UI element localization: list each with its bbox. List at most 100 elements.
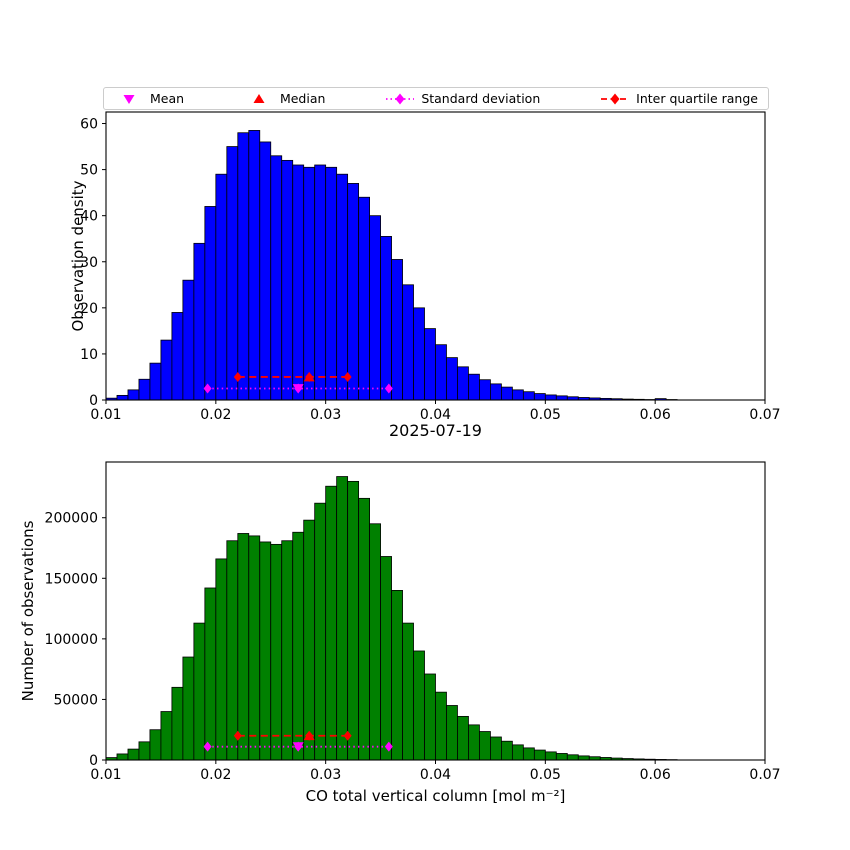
histogram-bar [215, 173, 228, 401]
histogram-bar [544, 751, 557, 761]
histogram-bar [347, 480, 360, 761]
histogram-bar [325, 485, 338, 761]
iqr-left-diamond-icon [233, 371, 242, 382]
histogram-bar [116, 753, 129, 761]
histogram-bar [237, 132, 250, 401]
y-tick-label: 0 [89, 753, 98, 769]
y-tick-label: 50000 [53, 692, 98, 708]
histogram-bar [292, 531, 305, 761]
std-left-diamond-icon [203, 383, 212, 394]
y-tick-label: 60 [80, 117, 98, 133]
triangle-down-icon [114, 92, 144, 106]
diamond-icon [386, 93, 415, 104]
legend-item: Standard deviation [385, 91, 540, 106]
x-axis-label: CO total vertical column [mol m⁻²] [305, 787, 566, 805]
histogram-bar [138, 378, 151, 401]
x-tick-label: 0.07 [749, 767, 780, 783]
legend-label: Median [279, 91, 326, 106]
histogram-bar [566, 754, 579, 761]
histogram-bar [555, 753, 568, 761]
histogram-bar [281, 159, 294, 401]
x-tick-label: 0.04 [420, 767, 451, 783]
y-tick-label: 20 [80, 301, 98, 317]
histogram-bar [336, 476, 349, 761]
x-tick-label: 0.03 [310, 407, 341, 423]
histogram-bar [336, 173, 349, 401]
histogram-bar [413, 650, 425, 761]
iqr-right-diamond-icon [343, 371, 352, 382]
histogram-bar [303, 519, 316, 761]
histogram-bar [500, 740, 513, 761]
histogram-bar [303, 166, 316, 401]
histogram-bar [577, 755, 590, 761]
histogram-bar [490, 383, 502, 401]
y-tick-label: 30 [80, 255, 98, 271]
histogram-bar [325, 166, 338, 401]
histogram-bar [522, 391, 535, 401]
y-tick-label: 100000 [45, 632, 98, 648]
std-right-diamond-icon [384, 741, 393, 752]
y-tick-label: 0 [89, 393, 98, 409]
histogram-bar [500, 386, 513, 401]
legend: Mean Median Standard deviation Inter quarti… [103, 87, 769, 110]
x-tick-label: 0.04 [420, 407, 451, 423]
histogram-bar [171, 686, 184, 761]
histogram-bar [511, 744, 524, 761]
histogram-bar [402, 284, 414, 401]
x-tick-label: 0.01 [90, 407, 121, 423]
histogram-bar [533, 393, 546, 401]
iqr-right-diamond-icon [343, 730, 352, 741]
panel-top: 0.01 0.02 0.03 0.04 0.05 0.06 0.07 0 10 20 30 40 50 6… [80, 111, 781, 423]
histogram-bar [259, 541, 272, 761]
histogram-bar [149, 362, 162, 401]
y-tick-label: 50 [80, 163, 98, 179]
histogram-bar [193, 622, 206, 761]
legend-label: Mean [150, 91, 185, 106]
diamond-icon [385, 92, 415, 106]
legend-label: Inter quartile range [636, 91, 758, 106]
histogram-bar [127, 389, 140, 401]
mean-marker-icon [292, 742, 304, 752]
x-tick-label: 0.05 [530, 407, 561, 423]
histogram-bar [215, 558, 228, 761]
histogram-bar [347, 183, 360, 401]
legend-item: Median [244, 91, 325, 106]
histogram-bar [149, 729, 162, 761]
histogram-bar [435, 691, 447, 761]
diamond-icon [601, 93, 630, 104]
mean-marker-icon [292, 384, 304, 394]
y-tick-label: 200000 [45, 511, 98, 527]
histogram-bar [281, 540, 294, 761]
histogram-bar [248, 130, 261, 401]
histogram-bar [544, 394, 557, 401]
histogram-bar [138, 741, 151, 761]
histogram-bar [369, 523, 381, 761]
histogram-bar [314, 502, 327, 761]
histogram-bar [380, 236, 392, 401]
x-tick-label: 0.05 [530, 767, 561, 783]
triangle-down-icon [123, 94, 135, 104]
histogram-bar [490, 736, 502, 761]
bottom-y-axis-label: Number of observations [19, 520, 37, 702]
histogram-bar [358, 497, 370, 761]
histogram-bar [424, 673, 436, 761]
histogram-bar [457, 715, 469, 761]
histogram-bar [468, 373, 480, 401]
histogram-bar [127, 748, 140, 761]
histogram-bar [226, 540, 239, 761]
x-tick-label: 0.03 [310, 767, 341, 783]
histogram-bar [446, 357, 458, 401]
median-marker-icon [303, 730, 315, 741]
histogram-bar [446, 705, 458, 761]
histogram-bar [314, 164, 327, 401]
histogram-bar [479, 379, 491, 401]
histogram-bar [248, 535, 261, 761]
histogram-bar [160, 339, 173, 401]
y-tick-label: 40 [80, 209, 98, 225]
diamond-icon [600, 92, 630, 106]
histogram-bar [182, 656, 195, 761]
histogram-bar [358, 196, 370, 401]
histogram-bar [479, 731, 491, 761]
